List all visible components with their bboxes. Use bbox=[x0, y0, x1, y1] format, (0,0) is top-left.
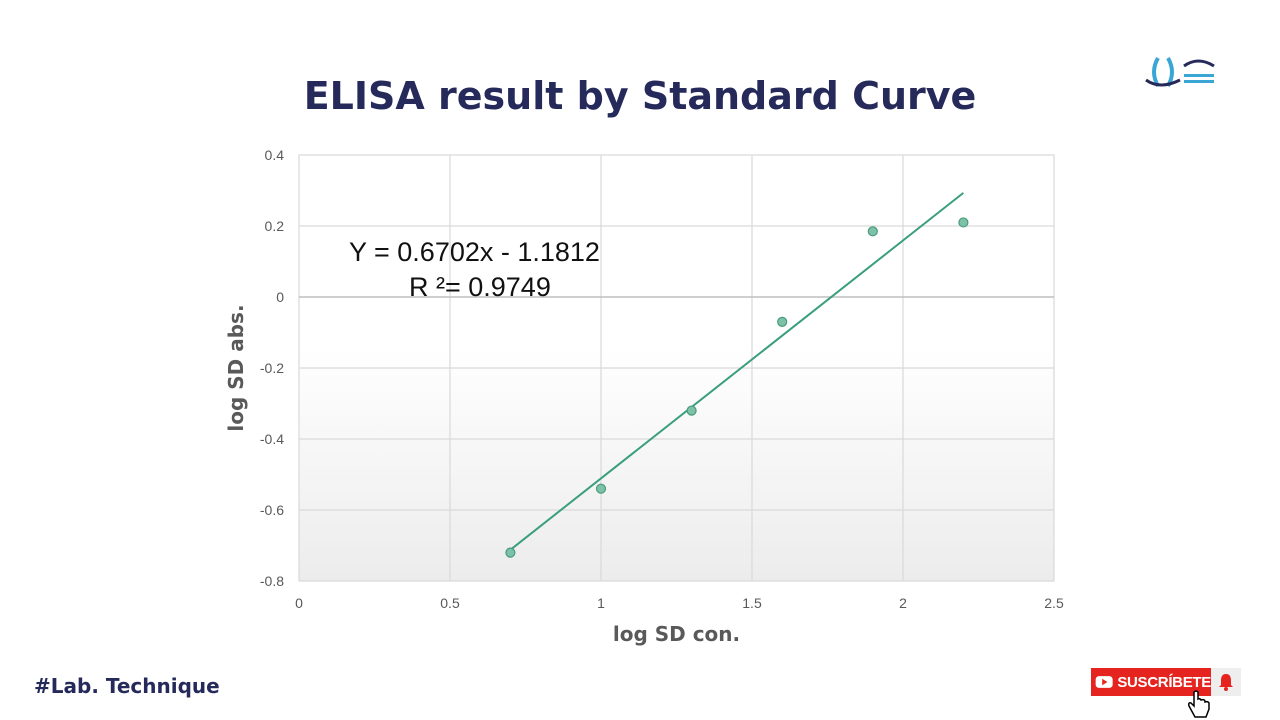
bell-icon bbox=[1219, 674, 1233, 691]
y-tick-label: -0.2 bbox=[260, 360, 284, 376]
x-tick-label: 0.5 bbox=[440, 595, 460, 611]
bell-button[interactable] bbox=[1211, 668, 1241, 696]
y-tick-label: -0.4 bbox=[260, 431, 284, 447]
data-point bbox=[867, 226, 878, 237]
chart-title: ELISA result by Standard Curve bbox=[303, 74, 977, 118]
x-tick-label: 0 bbox=[295, 595, 303, 611]
x-tick-label: 1 bbox=[597, 595, 605, 611]
x-tick-label: 2 bbox=[899, 595, 907, 611]
y-tick-label: -0.6 bbox=[260, 502, 284, 518]
data-point bbox=[777, 316, 788, 327]
y-tick-label: 0 bbox=[276, 289, 284, 305]
x-tick-label: 1.5 bbox=[742, 595, 762, 611]
trendline bbox=[509, 192, 965, 551]
data-point bbox=[505, 547, 516, 558]
subscribe-button[interactable]: SUSCRÍBETE bbox=[1091, 668, 1241, 696]
trendline-equation: Y = 0.6702x - 1.1812 bbox=[349, 237, 600, 267]
subscribe-label: SUSCRÍBETE bbox=[1117, 673, 1211, 691]
hand-pointer-icon bbox=[1188, 690, 1210, 718]
youtube-play-icon bbox=[1095, 676, 1113, 688]
faiza-lab-logo-icon bbox=[1145, 57, 1215, 87]
y-tick-label: 0.4 bbox=[265, 147, 285, 163]
data-point bbox=[686, 405, 697, 416]
data-point bbox=[958, 217, 969, 228]
hashtag-label: #Lab. Technique bbox=[34, 674, 220, 698]
y-tick-label: 0.2 bbox=[265, 218, 285, 234]
x-axis-title: log SD con. bbox=[613, 622, 740, 646]
r-squared-label: R ²= 0.9749 bbox=[409, 272, 551, 302]
y-tick-label: -0.8 bbox=[260, 573, 284, 589]
subscribe-red-block[interactable]: SUSCRÍBETE bbox=[1091, 668, 1211, 696]
x-tick-label: 2.5 bbox=[1044, 595, 1064, 611]
data-point bbox=[595, 483, 607, 494]
y-axis-title: log SD abs. bbox=[224, 304, 248, 431]
